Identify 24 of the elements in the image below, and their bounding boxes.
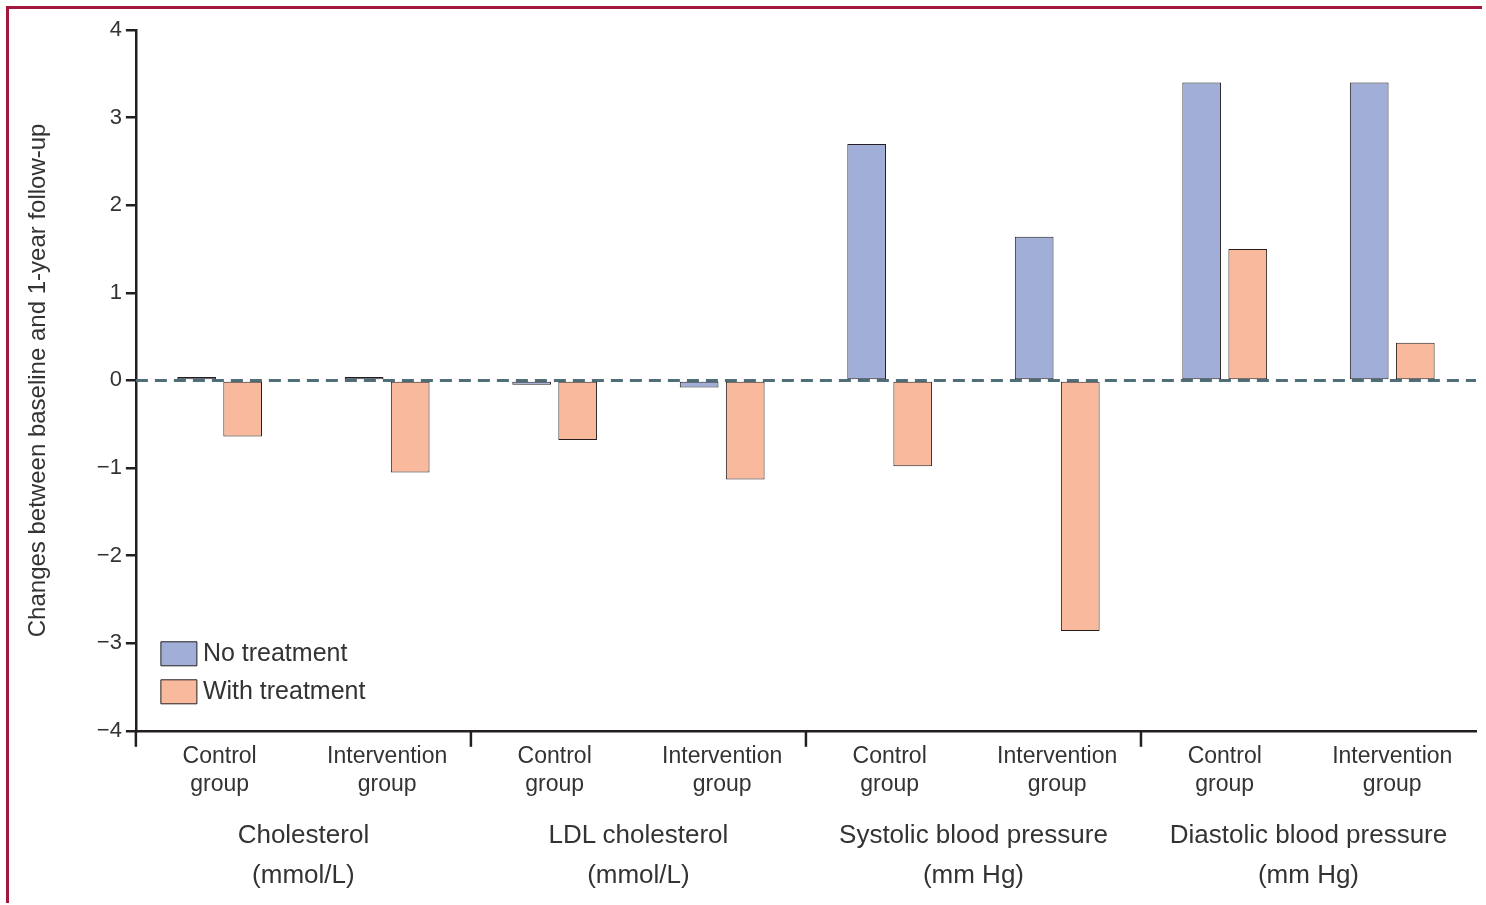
x-tick-label: Intervention group [662,741,783,796]
text: LDL cholesterol (mmol/L) [548,818,729,889]
x-tick-label: Intervention group [327,741,448,796]
legend-label: No treatment [202,637,348,666]
y-tick-label: 1 [109,278,122,304]
y-tick-label: 2 [109,191,122,217]
text: Diastolic blood pressure (mm Hg) [1169,818,1448,889]
x-tick-label: Control group [517,741,592,796]
text: Systolic blood pressure (mm Hg) [839,818,1108,889]
x-tick-label: Control group [852,741,927,796]
y-tick-label: −4 [96,716,122,742]
y-tick-label: 4 [109,16,122,42]
y-tick-label: −1 [96,454,122,480]
x-tick-label: Intervention group [997,741,1118,796]
legend-label: With treatment [202,675,366,704]
x-tick-label: Control group [1187,741,1262,796]
y-tick-label: −2 [96,541,122,567]
y-tick-label: 3 [109,103,122,129]
text: Cholesterol (mmol/L) [237,818,370,889]
x-tick-label: Control group [182,741,257,796]
y-tick-label: 0 [109,366,122,392]
x-tick-label: Intervention group [1332,741,1453,796]
y-tick-label: −3 [96,629,122,655]
y-axis-title: Changes between baseline and 1-year follow-up [23,123,51,638]
